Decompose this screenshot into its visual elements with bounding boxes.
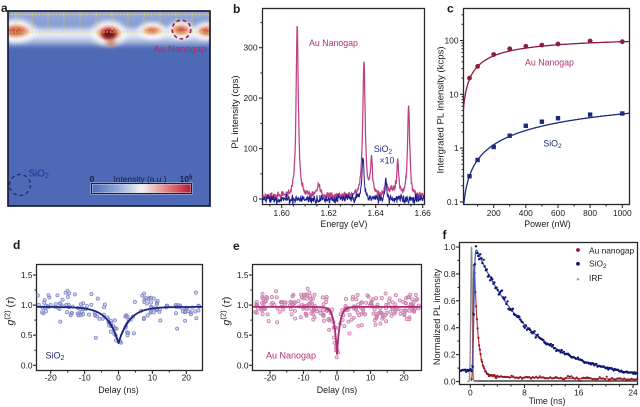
svg-text:f: f — [443, 228, 448, 242]
svg-text:Au Nanogap: Au Nanogap — [309, 38, 358, 48]
svg-text:0.0: 0.0 — [237, 360, 249, 370]
svg-text:300: 300 — [244, 43, 258, 53]
svg-text:1: 1 — [454, 143, 459, 153]
svg-text:Power (nW): Power (nW) — [524, 219, 571, 229]
svg-text:c: c — [447, 2, 454, 16]
svg-text:1.60: 1.60 — [274, 208, 291, 218]
svg-text:Intergrated PL intensity (kcps: Intergrated PL intensity (kcps) — [436, 46, 447, 173]
svg-text:SiO2: SiO2 — [374, 144, 393, 156]
svg-text:b: b — [233, 2, 240, 16]
svg-text:-20: -20 — [45, 373, 57, 383]
svg-text:0.1: 0.1 — [447, 197, 459, 207]
svg-text:×10: ×10 — [380, 156, 395, 166]
svg-text:0.6: 0.6 — [444, 296, 456, 306]
svg-text:d: d — [13, 238, 20, 252]
svg-text:Energy (eV): Energy (eV) — [321, 219, 368, 229]
svg-text:100: 100 — [244, 144, 258, 154]
svg-text:400: 400 — [519, 208, 533, 218]
svg-text:100: 100 — [445, 36, 459, 46]
svg-text:g(2) (τ): g(2) (τ) — [219, 297, 233, 326]
svg-text:10: 10 — [449, 89, 459, 99]
svg-text:16: 16 — [574, 388, 584, 398]
svg-text:e: e — [233, 239, 240, 253]
svg-text:0.5: 0.5 — [21, 330, 33, 340]
svg-text:SiO2: SiO2 — [46, 351, 65, 363]
svg-text:20: 20 — [182, 373, 192, 383]
svg-text:10: 10 — [148, 373, 158, 383]
svg-text:-20: -20 — [264, 373, 276, 383]
svg-text:0: 0 — [116, 373, 121, 383]
svg-text:-10: -10 — [79, 373, 91, 383]
svg-text:1.64: 1.64 — [368, 208, 385, 218]
svg-text:Intensity (a.u.): Intensity (a.u.) — [113, 174, 166, 184]
svg-text:SiO2: SiO2 — [29, 169, 49, 181]
svg-text:0.2: 0.2 — [444, 350, 456, 360]
svg-text:Au Nanogap: Au Nanogap — [525, 58, 574, 68]
svg-text:0.4: 0.4 — [444, 323, 456, 333]
svg-text:105: 105 — [180, 174, 193, 184]
svg-text:0.8: 0.8 — [444, 269, 456, 279]
svg-text:0: 0 — [335, 373, 340, 383]
svg-text:IRF: IRF — [589, 273, 603, 283]
svg-text:0.0: 0.0 — [444, 377, 456, 387]
svg-text:800: 800 — [583, 208, 597, 218]
svg-text:Delay (ns): Delay (ns) — [317, 385, 357, 395]
svg-text:SiO2: SiO2 — [589, 259, 607, 271]
svg-text:200: 200 — [487, 208, 501, 218]
svg-text:1.0: 1.0 — [237, 300, 249, 310]
svg-text:8: 8 — [522, 388, 527, 398]
svg-text:1000: 1000 — [613, 208, 632, 218]
svg-text:SiO2: SiO2 — [543, 139, 562, 151]
svg-text:0.0: 0.0 — [21, 360, 33, 370]
svg-text:24: 24 — [628, 388, 638, 398]
svg-text:200: 200 — [244, 93, 258, 103]
svg-text:1.0: 1.0 — [444, 242, 456, 252]
svg-text:0.5: 0.5 — [237, 330, 249, 340]
svg-text:Time (ns): Time (ns) — [529, 396, 566, 406]
svg-text:1.5: 1.5 — [21, 270, 33, 280]
svg-text:g(2) (τ): g(2) (τ) — [3, 297, 17, 326]
svg-text:1.5: 1.5 — [237, 270, 249, 280]
svg-text:Au Nanogap: Au Nanogap — [266, 351, 316, 361]
svg-text:0: 0 — [253, 194, 258, 204]
svg-text:0: 0 — [90, 174, 95, 184]
svg-text:10: 10 — [366, 373, 376, 383]
svg-text:Delay (ns): Delay (ns) — [98, 385, 138, 395]
svg-text:600: 600 — [551, 208, 565, 218]
svg-text:Normalized PL intensity: Normalized PL intensity — [432, 269, 442, 366]
svg-text:-10: -10 — [297, 373, 309, 383]
svg-text:Au Nanogap: Au Nanogap — [154, 44, 207, 55]
svg-text:1.66: 1.66 — [415, 208, 432, 218]
svg-text:a: a — [1, 1, 8, 15]
svg-text:Au nanogap: Au nanogap — [589, 246, 635, 256]
svg-text:0: 0 — [468, 388, 473, 398]
svg-text:20: 20 — [399, 373, 409, 383]
svg-text:1.0: 1.0 — [21, 300, 33, 310]
svg-text:PL intensity (cps): PL intensity (cps) — [230, 75, 241, 148]
svg-text:1.62: 1.62 — [321, 208, 338, 218]
